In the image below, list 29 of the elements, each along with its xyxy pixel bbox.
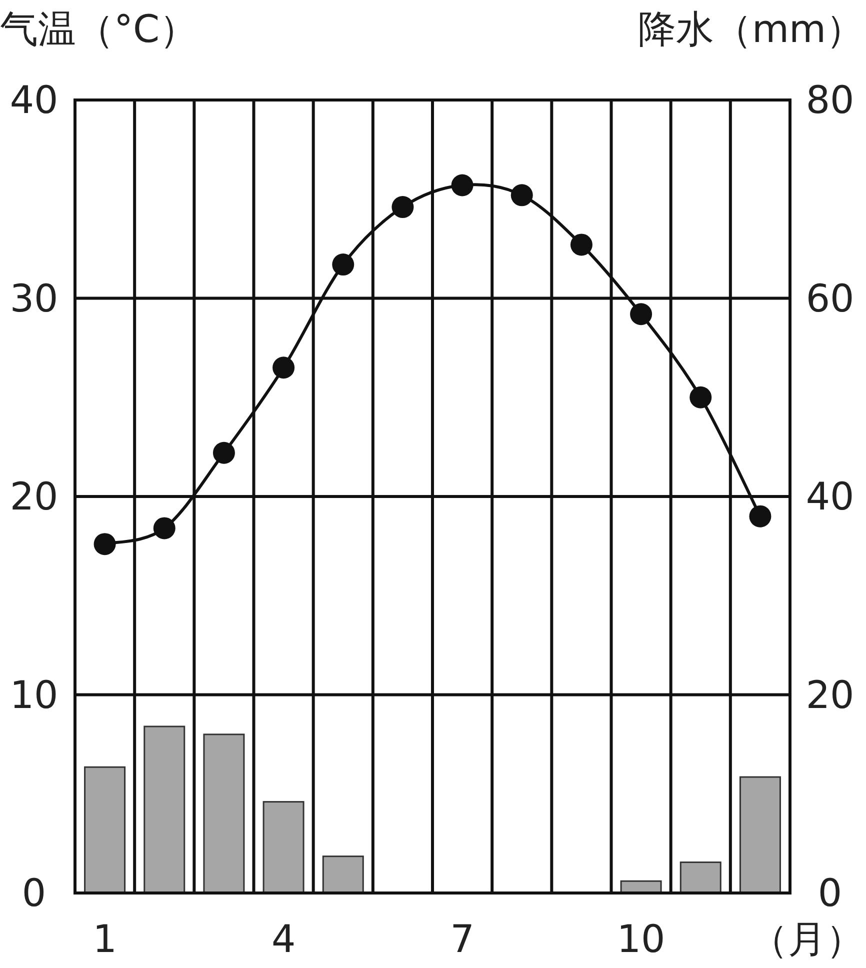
point [153, 517, 176, 540]
x-tick-label: 1 [92, 917, 117, 961]
point [212, 442, 235, 464]
x-tick-label: 10 [616, 917, 666, 961]
y2-tick-label: 0 [818, 871, 842, 915]
y2-tick-label: 80 [806, 78, 854, 122]
y-tick-label: 40 [10, 78, 58, 122]
point [630, 303, 652, 326]
y2-tick-label: 40 [806, 474, 854, 518]
y-tick-label: 0 [22, 871, 46, 915]
point [94, 533, 116, 556]
y-tick-label: 10 [10, 672, 58, 717]
y2-tick-label: 20 [806, 672, 854, 717]
point [451, 174, 474, 196]
point [690, 386, 712, 408]
x-axis-title: （月） [750, 917, 864, 961]
y-tick-label: 30 [10, 276, 58, 320]
x-tick-label: 4 [271, 917, 296, 961]
point [749, 505, 772, 528]
point [272, 356, 295, 379]
y-axis-title: 气温（°C） [0, 7, 198, 51]
x-tick-label: 7 [450, 917, 474, 961]
point [332, 254, 354, 276]
point [570, 234, 592, 256]
y2-axis-title: 降水（mm） [638, 7, 864, 51]
y2-tick-label: 60 [806, 276, 854, 320]
point [392, 196, 414, 218]
point [510, 184, 533, 206]
y-tick-label: 20 [10, 474, 58, 518]
